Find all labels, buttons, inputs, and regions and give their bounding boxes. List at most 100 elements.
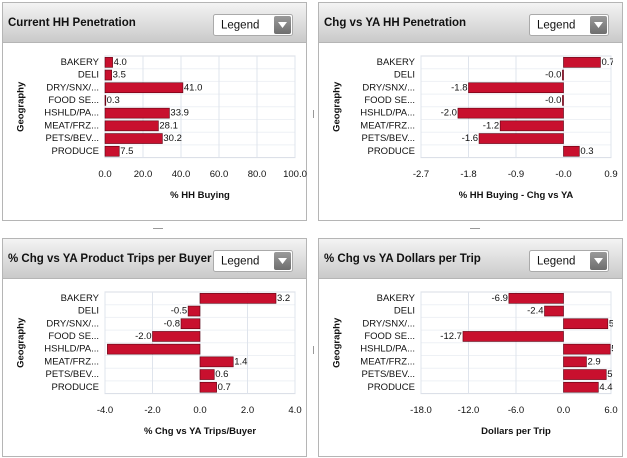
y-axis-title: Geography xyxy=(332,317,343,368)
x-axis-title: Dollars per Trip xyxy=(481,426,551,437)
category-label: DELI xyxy=(394,306,415,317)
legend-button-box xyxy=(529,14,609,36)
value-label: -0.5 xyxy=(171,306,187,317)
category-label: DELI xyxy=(394,70,415,81)
category-label: PETS/BEV... xyxy=(361,369,415,380)
category-label: MEAT/FRZ... xyxy=(360,356,415,367)
value-label: 0.6 xyxy=(215,369,228,380)
bar xyxy=(199,293,277,304)
x-tick-label: -0.9 xyxy=(508,169,524,180)
bar xyxy=(563,356,587,368)
x-tick-label: -1.8 xyxy=(460,169,476,180)
y-axis-title: Geography xyxy=(16,317,27,368)
value-label: 33.9 xyxy=(170,108,189,119)
dropdown-arrow xyxy=(594,22,603,28)
bar xyxy=(104,120,159,132)
value-label: 5.9 xyxy=(611,344,624,355)
bar xyxy=(562,95,564,106)
category-label: FOOD SE... xyxy=(364,95,415,106)
bar xyxy=(152,331,201,342)
value-label: -12.7 xyxy=(440,331,462,342)
bar xyxy=(104,82,184,94)
value-label: 2.9 xyxy=(587,356,600,367)
value-label: 28.1 xyxy=(159,120,178,131)
bar xyxy=(499,120,564,132)
chart-panel: % Chg vs YA Dollars per Trip Legend -18.0 -… xyxy=(318,238,624,457)
category-label: HSHLD/PA... xyxy=(44,108,99,119)
value-label: -2.4 xyxy=(527,306,543,317)
dropdown-arrow xyxy=(278,258,287,264)
x-tick-label: 6.0 xyxy=(604,405,617,416)
panel-title: % Chg vs YA Dollars per Trip xyxy=(324,253,481,265)
value-label: -1.8 xyxy=(451,82,467,93)
x-tick-label: -2.7 xyxy=(413,169,429,180)
bar xyxy=(187,305,201,317)
x-tick-label: 60.0 xyxy=(210,169,229,180)
x-tick-label: 20.0 xyxy=(134,169,153,180)
legend-button[interactable]: Legend xyxy=(529,250,609,272)
x-tick-label: 4.0 xyxy=(288,405,301,416)
value-label: -1.2 xyxy=(483,120,499,131)
value-label: 41.0 xyxy=(184,82,203,93)
x-tick-label: 2.0 xyxy=(241,405,254,416)
bar xyxy=(180,318,201,330)
category-label: MEAT/FRZ... xyxy=(360,120,415,131)
splitter-handle xyxy=(313,110,314,118)
value-label: 5.6 xyxy=(609,318,622,329)
category-label: FOOD SE... xyxy=(48,331,99,342)
splitter-handle xyxy=(153,228,163,229)
category-label: DELI xyxy=(78,306,99,317)
category-label: MEAT/FRZ... xyxy=(44,356,99,367)
bar xyxy=(104,95,107,106)
bar xyxy=(462,331,564,342)
splitter-handle xyxy=(470,228,480,229)
category-label: PETS/BEV... xyxy=(45,369,99,380)
legend-button[interactable]: Legend xyxy=(213,14,293,36)
x-tick-label: -18.0 xyxy=(410,405,432,416)
legend-button-label: Legend xyxy=(221,256,259,268)
value-label: 5.4 xyxy=(607,369,620,380)
value-label: 0.3 xyxy=(580,146,593,157)
dropdown-arrow xyxy=(278,22,287,28)
value-label: -0.0 xyxy=(545,95,561,106)
bar xyxy=(563,145,580,157)
x-axis-title: % Chg vs YA Trips/Buyer xyxy=(144,426,256,437)
splitter-handle xyxy=(313,346,314,354)
value-label: -2.0 xyxy=(135,331,151,342)
legend-button[interactable]: Legend xyxy=(529,14,609,36)
bar xyxy=(104,133,163,144)
bar xyxy=(563,57,601,68)
legend-button[interactable]: Legend xyxy=(213,250,293,272)
category-label: DRY/SNX/... xyxy=(362,318,415,329)
legend-button-box xyxy=(529,250,609,272)
legend-button-label: Legend xyxy=(537,256,575,268)
value-label: 4.4 xyxy=(599,382,612,393)
x-tick-label: -0.0 xyxy=(555,169,571,180)
bar xyxy=(478,133,564,144)
panel-title: Chg vs YA HH Penetration xyxy=(324,17,466,29)
x-tick-label: -2.0 xyxy=(144,405,160,416)
category-label: HSHLD/PA... xyxy=(360,108,415,119)
value-label: 4.0 xyxy=(114,57,127,68)
category-label: BAKERY xyxy=(61,293,100,304)
chart-panel: Chg vs YA HH Penetration Legend -2.7 -1.8 -0… xyxy=(318,2,623,221)
x-axis-title: % HH Buying xyxy=(170,190,230,201)
x-tick-label: 0.0 xyxy=(557,405,570,416)
bar xyxy=(104,57,113,68)
legend-button-label: Legend xyxy=(537,20,575,32)
value-label: 0.7 xyxy=(218,382,231,393)
bar xyxy=(199,356,234,368)
bar xyxy=(508,293,564,304)
bar xyxy=(563,343,611,355)
chart-panel: % Chg vs YA Product Trips per Buyer Legen… xyxy=(2,238,307,457)
x-tick-label: 40.0 xyxy=(172,169,191,180)
x-tick-label: -12.0 xyxy=(458,405,480,416)
value-label: -0.8 xyxy=(164,318,180,329)
value-label: -0.0 xyxy=(545,70,561,81)
category-label: DRY/SNX/... xyxy=(46,82,99,93)
category-label: BAKERY xyxy=(377,293,416,304)
legend-button-box xyxy=(213,14,293,36)
x-tick-label: 0.0 xyxy=(98,169,111,180)
category-label: HSHLD/PA... xyxy=(360,344,415,355)
